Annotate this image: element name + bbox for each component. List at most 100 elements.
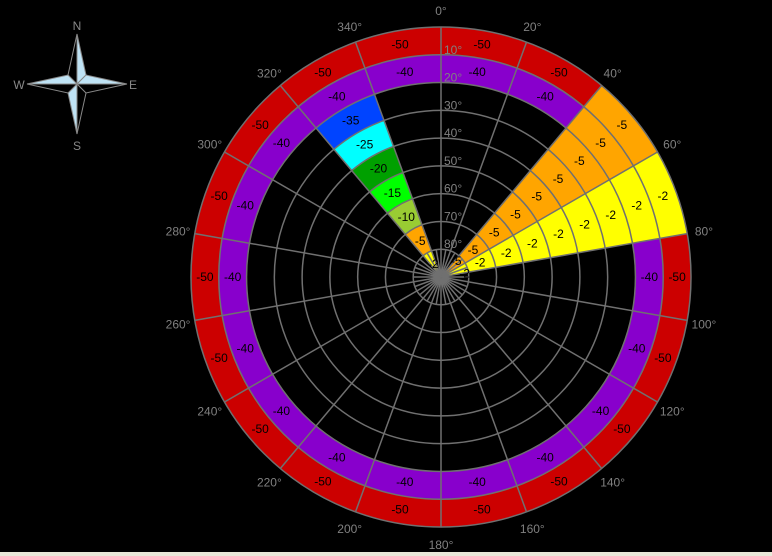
cell-value-label: -50	[314, 66, 332, 80]
heatmap-cell	[441, 27, 527, 69]
elevation-tick-label: 10°	[444, 43, 462, 57]
azimuth-gridline	[224, 276, 442, 403]
azimuth-gridline-inner	[440, 249, 447, 278]
cell-value-label: -40	[224, 270, 242, 284]
cell-value-label: -2	[475, 256, 486, 270]
cell-value-label: -40	[237, 199, 255, 213]
cell-value-label: -2	[658, 189, 669, 203]
tick-labels: 0° 20° 40° 60° 80° 100° 120° 140° 160° 180° 200° 22…	[166, 4, 717, 552]
cell-value-label: -40	[396, 475, 414, 489]
cell-value-label: -5	[489, 225, 500, 239]
heatmap-cell	[316, 94, 384, 150]
azimuth-gridline-inner	[440, 276, 468, 288]
cell-value-label: -40	[628, 341, 646, 355]
cell-value-label: -50	[391, 503, 409, 517]
cell-value-label: -40	[328, 450, 346, 464]
elevation-tick-label: 80°	[444, 237, 462, 251]
cell-value-label: -50	[668, 270, 686, 284]
azimuth-gridline-inner	[440, 258, 463, 278]
heatmap-cell	[405, 224, 432, 256]
azimuth-tick-label: 220°	[257, 476, 282, 490]
heatmap-cell	[280, 447, 365, 512]
heatmap-cell	[298, 425, 375, 486]
azimuth-tick-label: 320°	[257, 66, 282, 80]
elevation-tick-label: 40°	[444, 126, 462, 140]
heatmap-cell	[222, 165, 273, 244]
azimuth-tick-label: 0°	[435, 4, 447, 18]
heatmap-cell	[512, 170, 562, 222]
cell-value-label: -50	[550, 66, 568, 80]
heatmap-cell	[507, 425, 584, 486]
heatmap-cell	[333, 120, 394, 171]
azimuth-tick-label: 180°	[429, 538, 454, 552]
azimuth-gridline	[440, 276, 688, 322]
azimuth-gridline	[354, 276, 442, 513]
cell-value-label: -50	[550, 474, 568, 488]
grid-layer	[190, 26, 692, 528]
heatmap-cell	[441, 459, 518, 500]
azimuth-tick-label: 80°	[695, 225, 713, 239]
azimuth-tick-label: 100°	[692, 317, 717, 331]
azimuth-tick-label: 60°	[663, 138, 681, 152]
cell-value-label: -5	[451, 254, 462, 268]
cell-value-label: -50	[210, 351, 228, 365]
heatmap-cell	[494, 191, 538, 236]
heatmap-cell	[224, 85, 299, 166]
cell-value-label: -50	[251, 422, 269, 436]
cell-value-label: -50	[473, 503, 491, 517]
azimuth-gridline	[440, 41, 528, 278]
azimuth-gridline-inner	[414, 276, 442, 288]
cell-value-label: -50	[613, 422, 631, 436]
cell-value-label: -2	[428, 257, 439, 271]
heatmap-cell	[513, 221, 551, 263]
cell-value-label: -50	[314, 474, 332, 488]
heatmap-cell	[583, 388, 658, 469]
compass-north-label: N	[73, 19, 82, 33]
cell-value-label: -2	[527, 237, 538, 251]
compass-west-label: W	[13, 78, 25, 92]
heatmap-cell	[548, 128, 610, 194]
cell-value-label: -5	[468, 243, 479, 257]
azimuth-gridline	[440, 85, 603, 278]
azimuth-gridline-inner	[419, 258, 442, 278]
elevation-tick-label: 50°	[444, 154, 462, 168]
heatmap-cell	[224, 388, 299, 469]
cell-value-label: -40	[469, 65, 487, 79]
cell-value-label: -2	[459, 267, 470, 281]
azimuth-tick-label: 40°	[604, 66, 622, 80]
cell-value-label: -40	[396, 65, 414, 79]
azimuth-gridline-inner	[440, 266, 468, 278]
cell-value-label: -5	[510, 208, 521, 222]
heatmap-cell	[633, 315, 688, 402]
heatmap-cell	[441, 485, 527, 527]
cell-value-label: -50	[654, 351, 672, 365]
azimuth-tick-label: 160°	[520, 522, 545, 536]
bottom-border	[0, 552, 772, 556]
azimuth-gridline-inner	[440, 252, 456, 278]
cell-value-label: -50	[473, 37, 491, 51]
cell-value-label: -50	[391, 37, 409, 51]
cell-value-label: -40	[536, 90, 554, 104]
azimuth-gridline	[224, 151, 442, 278]
heatmap-cell	[565, 106, 634, 180]
azimuth-tick-label: 140°	[600, 476, 625, 490]
cell-value-label: -15	[384, 186, 402, 200]
cell-value-label: -20	[370, 162, 388, 176]
azimuth-tick-label: 120°	[660, 405, 685, 419]
cell-value-label: -5	[531, 190, 542, 204]
heatmap-cell	[248, 106, 317, 180]
azimuth-gridline-inner	[414, 266, 442, 278]
azimuth-gridline-inner	[419, 276, 442, 296]
heatmap-cell	[517, 447, 602, 512]
cell-value-label: -2	[553, 227, 564, 241]
cell-value-label: -40	[641, 270, 659, 284]
azimuth-gridline-inner	[426, 252, 442, 278]
cell-value-label: -35	[342, 114, 360, 128]
heatmap-cell	[248, 374, 317, 448]
heatmap-cell	[458, 234, 490, 264]
azimuth-gridline-inner	[435, 249, 442, 278]
heatmap-cell	[191, 233, 223, 321]
heatmap-cell	[609, 165, 660, 244]
heatmap-cell	[280, 42, 365, 107]
